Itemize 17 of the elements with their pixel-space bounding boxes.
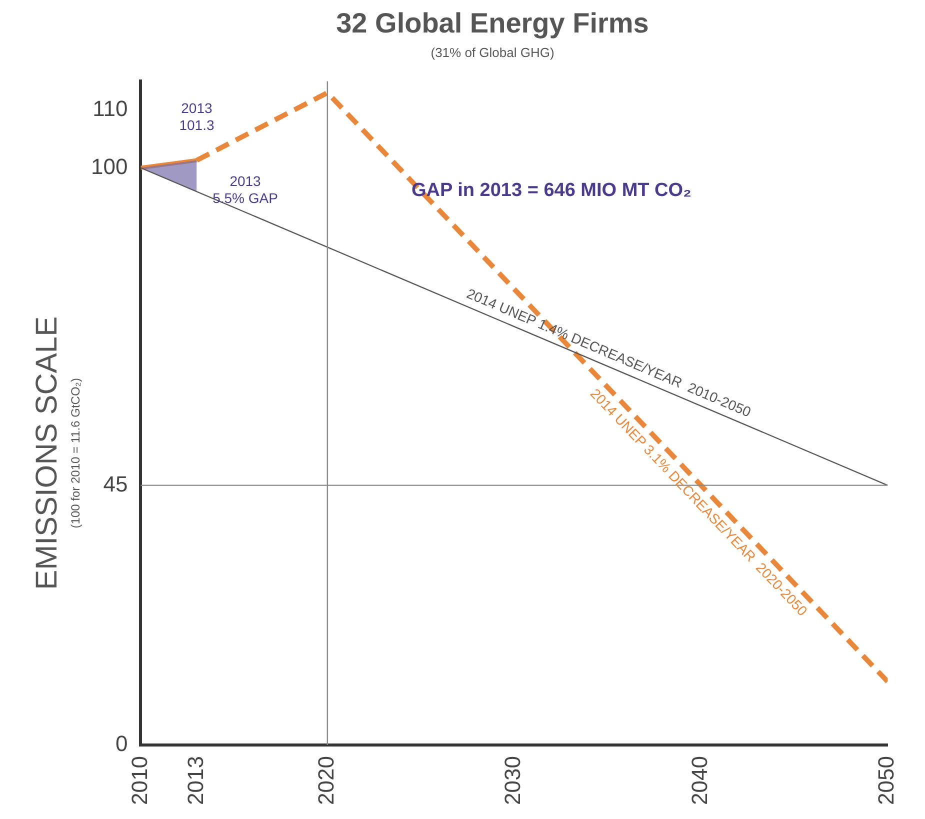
annotation: 2013 101.3 xyxy=(179,100,214,134)
x-tick-label: 2010 xyxy=(126,756,152,806)
annotation: 2013 5.5% GAP xyxy=(212,173,278,206)
x-tick-label: 2030 xyxy=(500,756,526,806)
annotation: GAP in 2013 = 646 MIO MT CO₂ xyxy=(412,180,692,201)
text: (100 for 2010 = 11.6 GtCO₂) xyxy=(68,378,82,528)
y-axis-title: EMISSIONS SCALE xyxy=(30,316,64,590)
y-tick-label: 45 xyxy=(103,471,128,496)
chart-subtitle: (31% of Global GHG) xyxy=(430,44,554,60)
x-tick-label: 2040 xyxy=(686,756,712,806)
chart-title: 32 Global Energy Firms xyxy=(336,8,649,39)
x-tick-label: 2020 xyxy=(313,756,338,806)
y-tick-label: 110 xyxy=(92,96,128,122)
x-tick-label: 2013 xyxy=(182,756,208,806)
y-tick-label: 0 xyxy=(115,731,128,756)
x-tick-label: 2050 xyxy=(874,756,899,806)
y-tick-label: 100 xyxy=(90,154,128,179)
